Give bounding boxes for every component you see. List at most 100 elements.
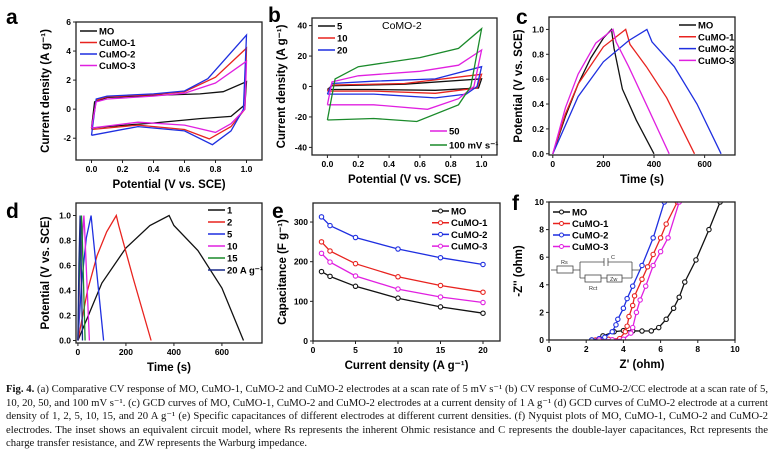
panel-letter: c [516,6,528,29]
x-tick-label: 4 [621,344,626,354]
legend-marker [438,231,443,237]
data-point [639,276,645,283]
y-axis-label: Current density (A g⁻¹) [276,24,288,148]
legend-label: 50 [449,127,460,138]
series-line-CuMO-3 [552,28,670,155]
data-point [613,322,619,328]
legend-item: CuMO-3 [553,242,608,253]
y-tick-label: 10 [535,197,545,207]
legend-label: CuMO-3 [451,242,487,253]
data-point [352,234,359,241]
data-point [395,295,401,301]
circuit-wire [573,261,640,279]
data-point [395,286,401,292]
y-tick-label: 0.6 [59,261,71,271]
series-group [552,27,722,155]
y-tick-label: -2 [63,133,71,143]
legend-label: 20 [337,46,348,57]
panel-letter: e [272,200,284,223]
x-tick-label: 400 [167,347,181,357]
legend-label: CuMO-3 [572,242,608,253]
y-axis-label: Current density (A g⁻¹) [40,29,52,153]
data-point [327,222,333,229]
series-line-20 [77,215,84,341]
x-tick-label: 0.6 [179,164,191,174]
data-point [629,324,636,331]
x-tick-label: 10 [393,345,403,355]
plot-frame [312,202,501,342]
data-point [657,235,664,241]
plot-frame [548,201,736,341]
x-tick-label: 0.8 [445,159,457,169]
legend-item: CuMO-1 [679,32,735,43]
data-point [633,309,640,316]
legend-label: 5 [337,22,343,33]
data-point [327,259,333,265]
x-axis-label: Potential (V vs. SCE) [348,174,461,186]
legend-item: CuMO-2 [80,50,135,61]
legend-item: MO [553,208,587,219]
data-point [480,261,486,268]
data-point [480,310,486,316]
data-point [663,221,669,227]
data-point [615,316,621,323]
x-tick-label: 1.0 [241,164,253,174]
legend-item: CuMO-3 [679,56,734,67]
series-line-20 [326,65,483,99]
y-axis-label: Potential (V vs. SCE) [40,216,52,329]
x-axis-label: Time (s) [620,174,664,186]
data-point [318,250,325,257]
data-point [480,289,486,295]
legend-label: CuMO-2 [572,231,608,242]
data-point [480,299,486,306]
legend-item: 5 [208,230,233,241]
plot-frame [75,202,263,344]
y-tick-label: 0.0 [59,336,71,346]
legend-item: CuMO-1 [553,219,609,230]
legend-item: CuMO-2 [553,231,608,242]
legend-item: 15 [208,254,238,265]
series-line-100 [326,27,483,123]
data-point [650,235,656,241]
y-axis-label: Potential (V vs. SCE) [513,29,525,142]
x-tick-label: 0.0 [322,159,334,169]
legend-item: 20 A g⁻¹ [208,266,263,277]
series-line-50 [326,48,483,110]
y-tick-label: 1.0 [59,211,71,221]
x-tick-label: 10 [730,344,740,354]
data-point [676,294,682,300]
legend-item: 1 [208,206,233,217]
series-line-MO [552,27,655,155]
x-tick-label: 0.2 [117,164,129,174]
y-tick-label: 20 [298,51,308,61]
x-tick-label: 0 [311,345,316,355]
plot-frame [75,21,263,161]
data-point [637,297,643,303]
legend-label: 100 mV s⁻¹ [449,141,498,152]
y-tick-label: 8 [539,225,544,235]
series-line-CuMO-1 [552,28,696,155]
x-tick-label: 0.4 [148,164,160,174]
data-point [628,330,634,336]
series-line-MO [90,80,248,129]
y-tick-label: 0 [539,335,544,345]
plot-frame [548,16,736,156]
y-tick-label: -40 [295,142,308,152]
data-point [620,305,627,312]
legend-item: 5 [318,22,343,33]
legend-item: MO [679,21,713,32]
data-point [663,316,669,323]
figure-caption: Fig. 4. (a) Comparative CV response of M… [6,383,768,451]
y-tick-label: 1.0 [532,24,544,34]
legend-item: MO [80,27,114,38]
data-point [437,254,444,261]
legend-marker [559,244,564,249]
circuit-label: Rct [589,286,598,292]
equivalent-circuit-inset: Rs C Rct Zw [551,255,640,292]
legend-label: CuMO-1 [99,38,136,49]
data-point [437,304,444,310]
caption-text: (a) Comparative CV response of MO, CuMO-… [6,383,769,450]
